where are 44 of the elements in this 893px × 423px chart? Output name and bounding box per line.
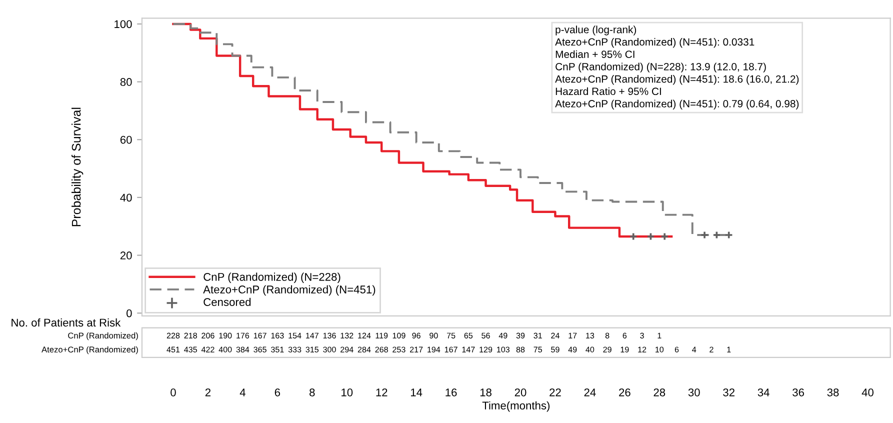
annotation: Hazard Ratio + 95% CI [556, 87, 661, 96]
x-tick-label: 10 [342, 388, 353, 396]
x-tick-label: 6 [274, 388, 280, 396]
x-tick-label: 8 [310, 388, 315, 396]
legend-label: Censored [204, 298, 251, 306]
x-tick-label: 32 [723, 388, 734, 396]
x-tick-label: 26 [619, 388, 630, 396]
x-tick-label: 18 [480, 388, 492, 396]
x-tick-label: 28 [654, 388, 666, 396]
x-tick-label: 38 [827, 388, 839, 396]
annotation: Atezo+CnP (Randomized) (N=451): 18.6 (16.0, 21.2) [555, 75, 799, 85]
x-tick-label: 2 [205, 388, 210, 396]
x-tick-label: 0 [170, 388, 176, 396]
y-tick-label: 60 [120, 136, 132, 144]
y-tick-label: 80 [120, 78, 132, 86]
x-tick-label: 30 [688, 388, 700, 396]
x-tick-label: 34 [758, 388, 770, 396]
x-tick-label: 14 [410, 388, 422, 396]
annotation: p-value (log-rank) [556, 26, 636, 36]
x-tick-label: 20 [514, 388, 526, 396]
x-tick-label: 16 [446, 388, 457, 396]
y-tick-label: 20 [120, 252, 132, 260]
x-tick-label: 40 [862, 388, 874, 396]
x-tick-label: 22 [550, 388, 561, 396]
x-tick-label: 4 [240, 388, 246, 396]
text: No. of Patients at Risk [12, 318, 121, 327]
y-tick-label: 40 [120, 194, 132, 202]
y-axis-title: Probability of Survival [72, 108, 84, 226]
text: 228 218 206 190 176 167 163 154 147 136 132 124 119 109 96 90 75 65 56 49 39 31 24 17 13 8 6 3 1 [166, 332, 662, 338]
x-tick-label: 36 [792, 388, 804, 396]
x-tick-label: 12 [376, 388, 388, 396]
text: CnP (Randomized) [68, 332, 138, 340]
x-axis-title: Time(months) [482, 401, 550, 412]
annotation: Atezo+CnP (Randomized) (N=451): 0.0331 [555, 38, 754, 48]
annotation: Atezo+CnP (Randomized) (N=451): 0.79 (0.64, 0.98) [555, 100, 799, 110]
x-tick-label: 24 [584, 388, 596, 396]
annotation: CnP (Randomized) (N=228): 13.9 (12.0, 18.7) [556, 62, 766, 72]
legend-label: CnP (Randomized) (N=228) [204, 272, 340, 284]
text: 451 435 422 400 384 365 351 333 315 300 294 284 268 253 217 194 167 147 129 103 88 75 59 49 40 29 19 12 10 6 4 2 1 [166, 346, 731, 352]
y-tick-label: 0 [126, 309, 132, 318]
annotation: Median + 95% CI [556, 50, 634, 58]
text: Atezo+CnP (Randomized) [42, 346, 138, 354]
y-tick-label: 100 [114, 20, 132, 28]
legend-label: Atezo+CnP (Randomized) (N=451) [203, 285, 376, 296]
